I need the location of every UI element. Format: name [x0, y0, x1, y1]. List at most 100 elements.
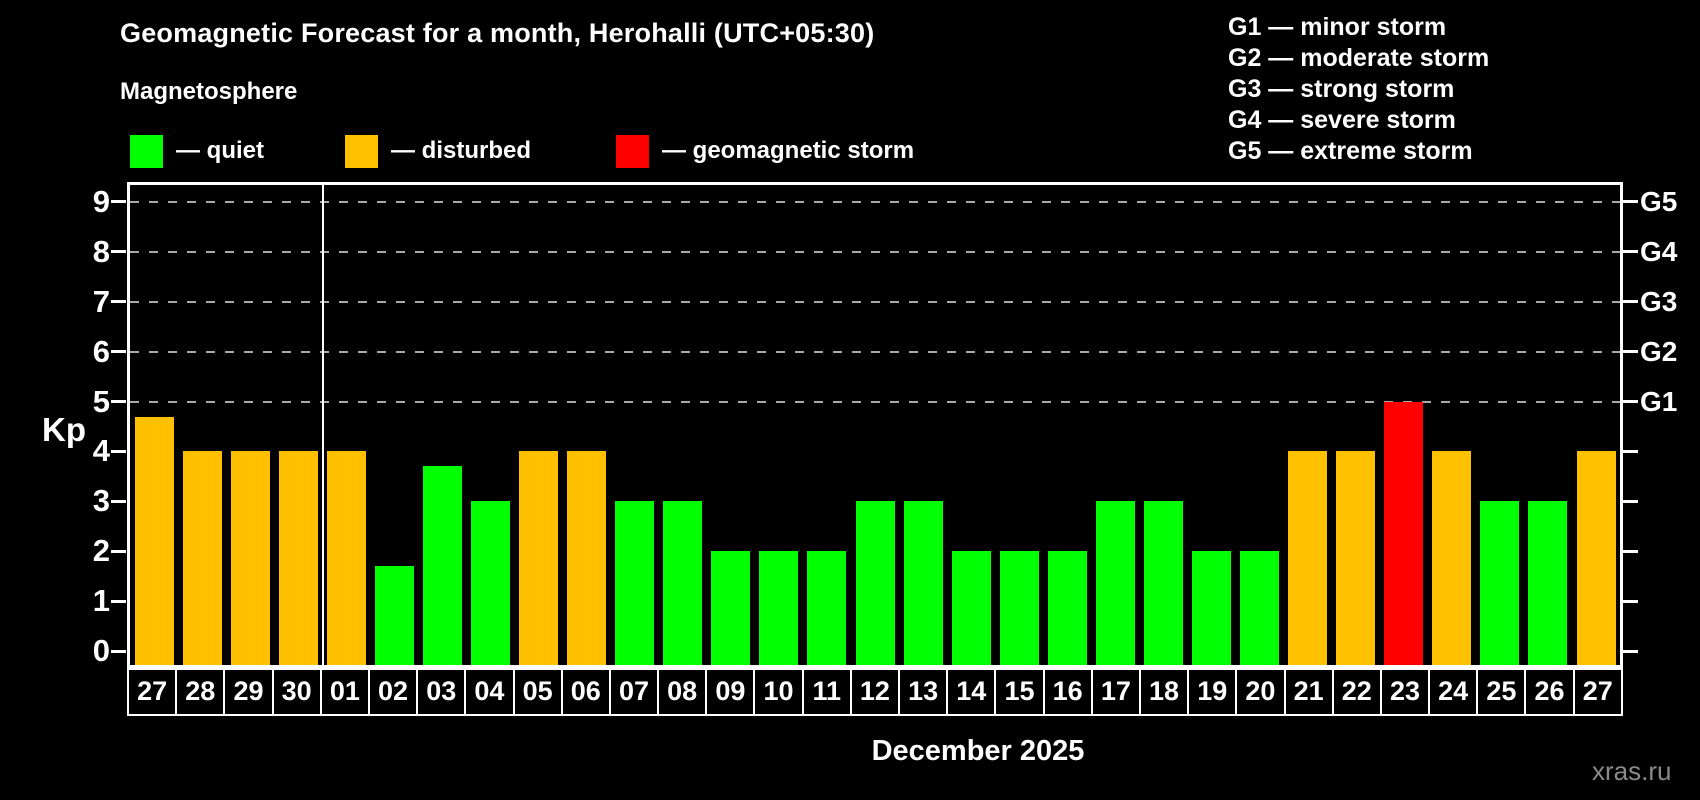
right-axis-label-g3: G3	[1640, 285, 1678, 317]
right-tick-kp9	[1623, 200, 1638, 204]
plot-area	[127, 182, 1623, 668]
right-axis-label-g4: G4	[1640, 235, 1678, 267]
right-tick-kp0	[1623, 649, 1638, 653]
kp-bar-dec-03	[422, 466, 462, 665]
y-tick-label-7: 7	[92, 283, 110, 319]
legend-item-storm: — geomagnetic storm	[616, 133, 914, 169]
kp-bar-dec-20	[1240, 551, 1279, 665]
kp-bar-dec-21	[1288, 451, 1328, 665]
grid-line-kp6	[130, 350, 1620, 353]
day-cell-1: 28	[177, 670, 226, 714]
right-axis-label-g2: G2	[1640, 335, 1678, 367]
kp-bar-dec-22	[1336, 451, 1376, 665]
day-cell-0: 27	[129, 670, 178, 714]
y-tick-label-2: 2	[92, 533, 110, 569]
day-cell-26: 23	[1382, 670, 1431, 714]
left-tick-kp3	[111, 499, 126, 503]
day-cell-9: 06	[563, 670, 611, 714]
grid-line-kp7	[130, 300, 1620, 303]
right-axis-label-g1: G1	[1640, 385, 1678, 417]
day-cell-3: 30	[274, 670, 322, 714]
watermark-xras: xras.ru	[1592, 756, 1672, 786]
kp-bar-dec-24	[1432, 451, 1472, 665]
left-tick-kp5	[111, 400, 126, 403]
day-cell-2: 29	[225, 670, 274, 714]
disturbed-swatch-icon	[345, 134, 378, 168]
day-cell-24: 21	[1286, 670, 1334, 714]
kp-bar-dec-06	[567, 451, 607, 665]
day-cell-22: 19	[1189, 670, 1238, 714]
right-tick-kp2	[1623, 549, 1638, 553]
right-tick-kp4	[1623, 449, 1638, 453]
kp-bar-dec-11	[807, 551, 847, 665]
kp-bar-dec-16	[1047, 551, 1087, 665]
y-tick-label-5: 5	[92, 383, 110, 419]
kp-bar-nov-29	[230, 451, 270, 665]
left-tick-kp0	[111, 649, 126, 653]
kp-bar-dec-12	[855, 501, 895, 665]
day-cell-27: 24	[1430, 670, 1479, 714]
storm-scale-legend: G1 — minor storm G2 — moderate storm G3 …	[1228, 12, 1489, 167]
left-tick-kp1	[111, 599, 126, 603]
day-cell-6: 03	[418, 670, 467, 714]
kp-bar-dec-25	[1480, 501, 1520, 665]
day-cell-15: 12	[852, 670, 900, 714]
day-cell-25: 22	[1334, 670, 1382, 714]
kp-bar-dec-05	[519, 451, 558, 665]
legend-quiet-label: — quiet	[176, 137, 264, 164]
storm-scale-g2: G2 — moderate storm	[1228, 44, 1490, 72]
day-axis: 27 28 29 30 01 02 03 04 05 06 07 08 09 10 11 12 13 14 15 16…	[127, 668, 1623, 716]
kp-bar-dec-10	[759, 551, 799, 665]
right-tick-kp7	[1623, 300, 1638, 304]
kp-bar-dec-26	[1528, 501, 1568, 665]
day-cell-14: 11	[804, 670, 852, 714]
kp-bar-dec-13	[903, 501, 943, 665]
y-tick-label-1: 1	[92, 583, 110, 619]
legend-item-quiet: — quiet	[130, 133, 264, 169]
grid-line-kp9	[130, 200, 1620, 203]
day-cell-7: 04	[466, 670, 515, 714]
kp-bar-dec-01	[326, 451, 366, 665]
y-tick-label-9: 9	[92, 183, 110, 219]
left-tick-kp7	[111, 300, 126, 304]
day-cell-17: 14	[948, 670, 997, 714]
day-cell-13: 10	[755, 670, 804, 714]
grid-line-kp8	[130, 250, 1620, 253]
left-tick-kp9	[111, 200, 126, 204]
right-axis-label-g5: G5	[1640, 185, 1678, 217]
y-axis-title-kp: Kp	[42, 411, 86, 448]
right-tick-kp8	[1623, 250, 1638, 254]
month-separator-line	[322, 185, 324, 665]
page-title: Geomagnetic Forecast for a month, Heroha…	[120, 18, 875, 48]
y-tick-label-6: 6	[92, 333, 110, 369]
day-cell-19: 16	[1045, 670, 1093, 714]
y-tick-label-8: 8	[92, 233, 110, 269]
legend-storm-label: — geomagnetic storm	[662, 137, 915, 164]
left-tick-kp8	[111, 250, 126, 254]
day-cell-20: 17	[1093, 670, 1141, 714]
subtitle-magnetosphere: Magnetosphere	[120, 78, 298, 105]
storm-scale-g3: G3 — strong storm	[1228, 75, 1455, 103]
left-tick-kp2	[111, 549, 126, 553]
day-cell-29: 26	[1526, 670, 1575, 714]
day-cell-10: 07	[611, 670, 660, 714]
day-cell-23: 20	[1237, 670, 1286, 714]
kp-bar-dec-18	[1143, 501, 1183, 665]
day-cell-4: 01	[322, 670, 370, 714]
kp-bar-dec-15	[999, 551, 1039, 665]
y-tick-label-3: 3	[92, 483, 110, 519]
kp-bar-dec-17	[1095, 501, 1135, 665]
y-tick-label-0: 0	[92, 633, 110, 668]
day-cell-30: 27	[1582, 676, 1613, 706]
legend-item-disturbed: — disturbed	[345, 133, 531, 169]
day-cell-18: 15	[996, 670, 1045, 714]
right-tick-kp1	[1623, 599, 1638, 603]
storm-scale-g5: G5 — extreme storm	[1228, 137, 1473, 165]
kp-bar-nov-30	[278, 451, 318, 665]
day-cell-21: 18	[1141, 670, 1190, 714]
right-tick-kp3	[1623, 499, 1638, 503]
legend-disturbed-label: — disturbed	[391, 137, 532, 164]
left-tick-kp6	[111, 350, 126, 354]
y-tick-label-4: 4	[92, 433, 110, 469]
